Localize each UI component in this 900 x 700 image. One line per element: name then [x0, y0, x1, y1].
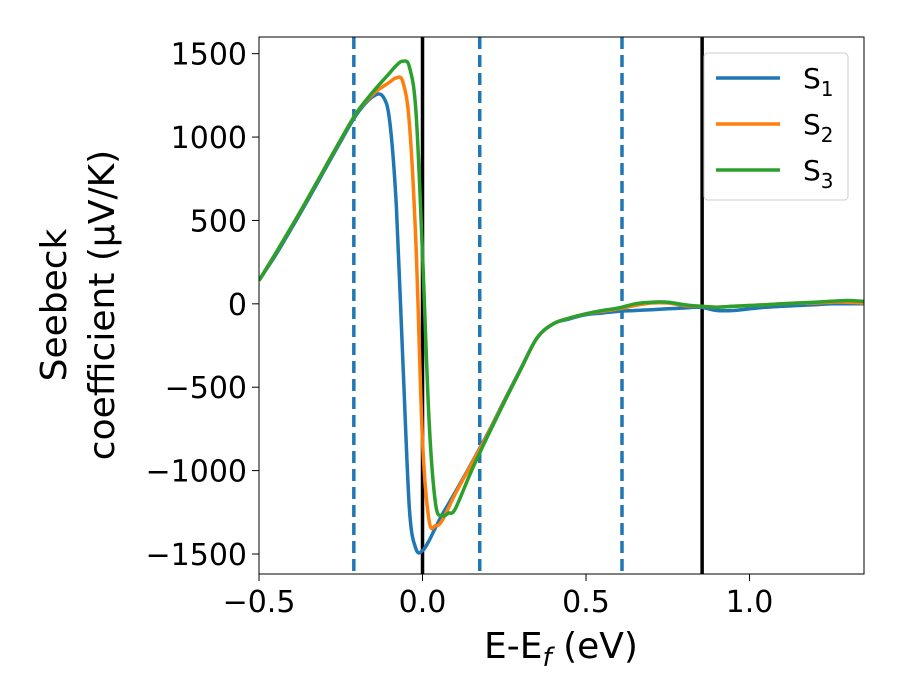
y-tick-label: 1000 [171, 121, 247, 156]
y-axis: −1500 −1000 −500 0 500 1000 1500 [146, 38, 259, 573]
x-tick-label: 0.0 [399, 585, 447, 620]
y-tick-label: −1000 [146, 455, 247, 490]
y-axis-label-line2: coefficient (μV/K) [82, 150, 123, 460]
x-tick-label: −0.5 [223, 585, 296, 620]
series-layer [259, 59, 864, 555]
reference-lines [352, 37, 704, 574]
y-tick-label: 500 [190, 204, 247, 239]
x-axis: −0.5 0.0 0.5 1.0 [223, 574, 774, 620]
y-axis-label: Seebeck coefficient (μV/K) [34, 150, 123, 460]
series-line-s3 [259, 59, 864, 518]
legend-label-s2: S2 [803, 108, 834, 147]
y-tick-label: −1500 [146, 538, 247, 573]
legend-label-s1: S1 [803, 62, 834, 101]
y-tick-label: −500 [165, 371, 247, 406]
y-axis-label-line1: Seebeck [34, 228, 75, 381]
x-axis-label: E-Ef (eV) [484, 626, 638, 673]
plot-frame [258, 36, 865, 575]
x-tick-label: 0.5 [562, 585, 610, 620]
legend: S1 S2 S3 [703, 52, 849, 201]
legend-box [703, 52, 849, 201]
x-tick-label: 1.0 [726, 585, 774, 620]
y-tick-label: 1500 [171, 38, 247, 73]
x-axis-label-unit: (eV) [552, 626, 638, 667]
y-tick-label: 0 [228, 288, 247, 323]
legend-label-s3: S3 [803, 154, 834, 193]
